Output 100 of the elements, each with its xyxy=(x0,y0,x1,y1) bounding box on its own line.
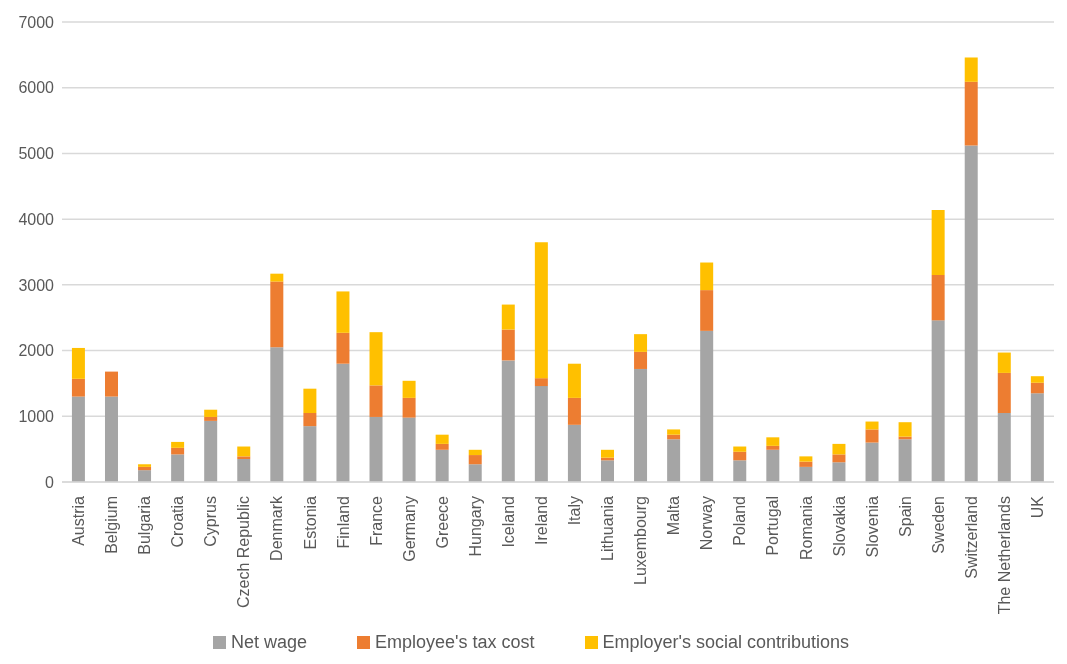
x-tick-label: UK xyxy=(1028,495,1046,519)
x-tick-label: Poland xyxy=(731,496,749,546)
bar xyxy=(634,368,648,482)
x-tick-label: Germany xyxy=(400,496,418,562)
bar xyxy=(435,443,449,450)
bar xyxy=(997,352,1011,373)
bar xyxy=(898,422,912,437)
bar xyxy=(567,363,581,398)
bar xyxy=(1030,382,1044,394)
bar xyxy=(237,446,251,457)
bar xyxy=(435,449,449,482)
bar xyxy=(634,334,648,352)
bar xyxy=(501,360,515,482)
y-tick-label: 2000 xyxy=(18,342,55,360)
x-tick-label: Lithuania xyxy=(599,495,617,561)
bar xyxy=(799,456,813,462)
bar xyxy=(832,454,846,463)
bar xyxy=(71,347,85,379)
x-tick-label: Greece xyxy=(433,495,451,549)
bar xyxy=(270,273,284,282)
x-tick-label: Cyprus xyxy=(202,496,220,547)
y-tick-label: 6000 xyxy=(18,79,55,97)
x-tick-label: Czech Republic xyxy=(235,496,253,609)
bar xyxy=(336,332,350,364)
bar xyxy=(204,416,218,421)
bar xyxy=(204,409,218,417)
x-tick-label: Hungary xyxy=(466,496,484,557)
bar xyxy=(534,242,548,379)
bar xyxy=(402,397,416,418)
bar xyxy=(766,445,780,450)
bar xyxy=(997,372,1011,413)
bar xyxy=(964,57,978,82)
bar xyxy=(766,449,780,482)
bar xyxy=(1030,393,1044,482)
x-tick-label: Luxembourg xyxy=(632,496,650,585)
y-tick-label: 1000 xyxy=(18,407,55,425)
bar xyxy=(336,291,350,333)
bar xyxy=(534,378,548,387)
bar xyxy=(567,424,581,482)
legend-label: Employer's social contributions xyxy=(602,632,850,653)
bar xyxy=(832,443,846,455)
bar xyxy=(303,413,317,427)
bar xyxy=(104,371,118,397)
bar xyxy=(468,449,482,456)
bar xyxy=(799,466,813,482)
bar xyxy=(865,429,879,443)
bar xyxy=(501,304,515,330)
bar xyxy=(964,145,978,482)
bar xyxy=(700,330,714,482)
bar xyxy=(369,416,383,482)
bar xyxy=(71,396,85,482)
x-tick-label: Denmark xyxy=(268,495,286,561)
bar xyxy=(964,81,978,146)
y-tick-label: 0 xyxy=(45,473,55,491)
bar xyxy=(468,455,482,465)
bar xyxy=(171,447,185,455)
bar xyxy=(865,442,879,482)
x-tick-label: France xyxy=(367,495,385,546)
bar xyxy=(898,439,912,482)
bar xyxy=(799,461,813,467)
bar xyxy=(832,462,846,482)
bar xyxy=(667,439,681,482)
y-tick-label: 5000 xyxy=(18,145,55,163)
bar xyxy=(1030,376,1044,383)
bar xyxy=(501,329,515,361)
bar xyxy=(634,351,648,369)
bar xyxy=(600,460,614,482)
x-tick-label: Austria xyxy=(70,495,88,546)
x-tick-label: Slovenia xyxy=(863,495,881,558)
bar xyxy=(270,281,284,348)
bar xyxy=(766,437,780,446)
bar xyxy=(303,426,317,482)
bar xyxy=(237,459,251,482)
x-tick-label: Finland xyxy=(334,496,352,549)
bar xyxy=(700,290,714,331)
bar xyxy=(567,397,581,425)
bar xyxy=(270,347,284,482)
x-tick-label: Portugal xyxy=(764,496,782,556)
bar xyxy=(468,464,482,482)
legend-label: Employee's tax cost xyxy=(374,632,535,653)
x-tick-label: Estonia xyxy=(301,495,319,550)
y-tick-label: 3000 xyxy=(18,276,55,294)
bar xyxy=(71,378,85,397)
x-tick-label: Slovakia xyxy=(830,495,848,557)
bar xyxy=(402,417,416,482)
bar xyxy=(138,470,152,482)
x-tick-label: Ireland xyxy=(532,496,550,545)
x-tick-label: Romania xyxy=(797,495,815,561)
bar xyxy=(402,380,416,398)
bar xyxy=(336,363,350,482)
bar xyxy=(104,396,118,482)
x-tick-label: Italy xyxy=(566,496,584,526)
bar xyxy=(733,451,747,461)
bar xyxy=(171,454,185,482)
bar xyxy=(303,388,317,413)
bar xyxy=(931,320,945,482)
x-tick-label: Spain xyxy=(896,496,914,537)
bar xyxy=(138,466,152,471)
x-tick-label: Switzerland xyxy=(962,496,980,579)
x-tick-label: Malta xyxy=(665,495,683,536)
